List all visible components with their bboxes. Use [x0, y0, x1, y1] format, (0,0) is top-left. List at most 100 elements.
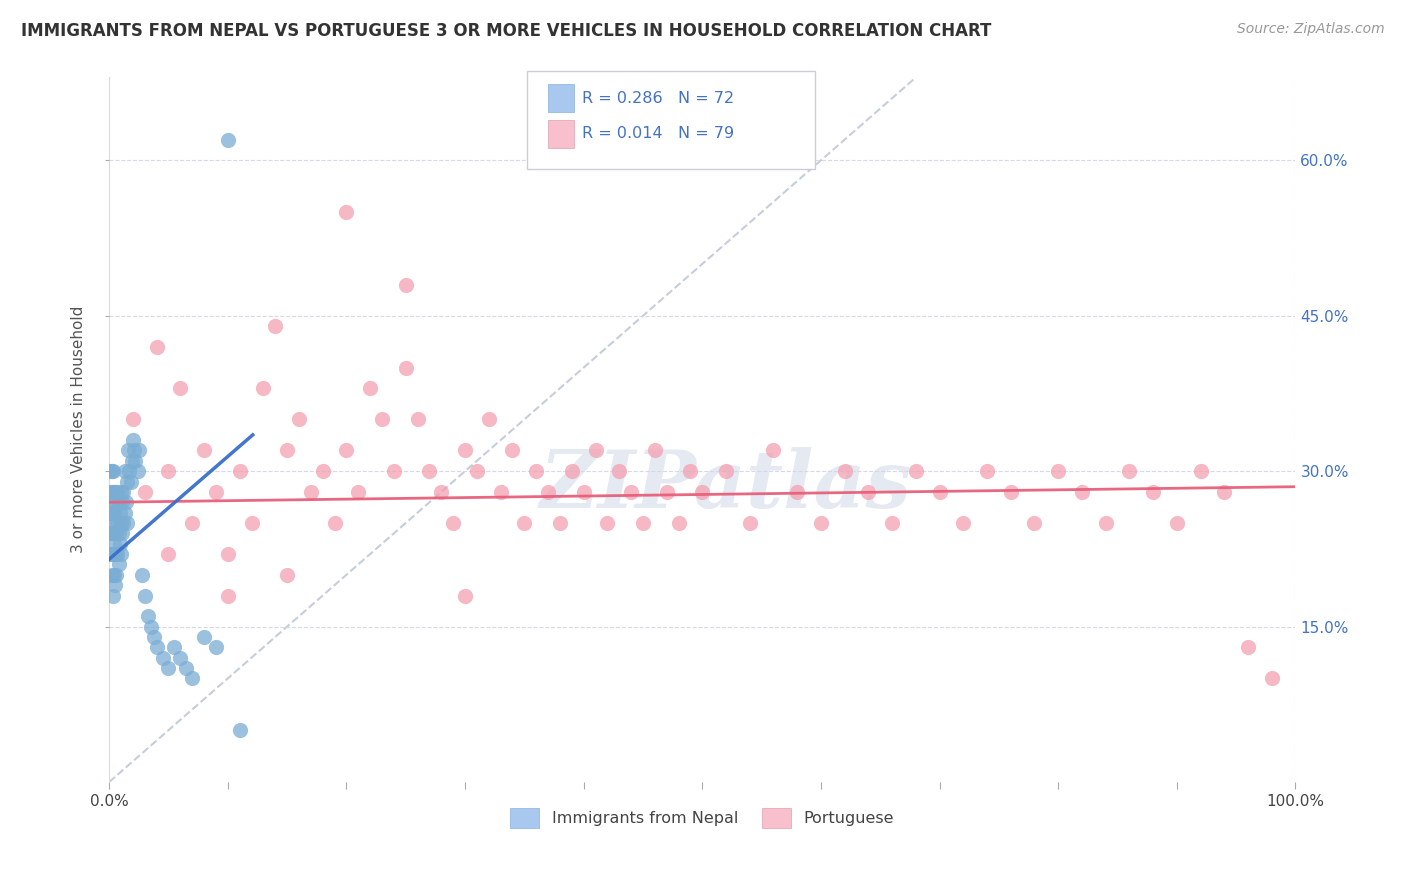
Point — [205, 640, 228, 655]
Point — [738, 516, 761, 530]
Point — [692, 484, 714, 499]
Point — [1213, 484, 1236, 499]
Point — [371, 412, 394, 426]
Point — [1166, 516, 1188, 530]
Point — [145, 640, 167, 655]
Point — [104, 484, 127, 499]
Text: R = 0.286   N = 72: R = 0.286 N = 72 — [582, 91, 734, 105]
Point — [110, 516, 132, 530]
Point — [631, 516, 654, 530]
Point — [714, 464, 737, 478]
Point — [454, 443, 477, 458]
Point — [110, 547, 132, 561]
Point — [100, 526, 122, 541]
Point — [952, 516, 974, 530]
Point — [152, 650, 174, 665]
Point — [108, 506, 131, 520]
Point — [134, 484, 156, 499]
Point — [104, 578, 127, 592]
Point — [1189, 464, 1212, 478]
Point — [100, 464, 122, 478]
Point — [359, 381, 381, 395]
Point — [134, 589, 156, 603]
Point — [548, 516, 571, 530]
Point — [1071, 484, 1094, 499]
Text: ZIPatlas: ZIPatlas — [540, 447, 912, 524]
Point — [976, 464, 998, 478]
Point — [537, 484, 560, 499]
Point — [1047, 464, 1070, 478]
Point — [441, 516, 464, 530]
Point — [395, 277, 418, 292]
Point — [121, 454, 143, 468]
Point — [596, 516, 619, 530]
Point — [858, 484, 880, 499]
Point — [454, 589, 477, 603]
Point — [169, 650, 191, 665]
Point — [105, 567, 128, 582]
Point — [1118, 464, 1140, 478]
Y-axis label: 3 or more Vehicles in Household: 3 or more Vehicles in Household — [72, 306, 86, 553]
Point — [98, 547, 121, 561]
Point — [1261, 672, 1284, 686]
Point — [181, 516, 204, 530]
Point — [157, 547, 180, 561]
Point — [114, 506, 136, 520]
Point — [181, 672, 204, 686]
Point — [112, 484, 135, 499]
Point — [620, 484, 643, 499]
Point — [335, 205, 357, 219]
Point — [513, 516, 536, 530]
Point — [786, 484, 808, 499]
Point — [1237, 640, 1260, 655]
Point — [114, 464, 136, 478]
Point — [217, 547, 239, 561]
Point — [98, 484, 121, 499]
Point — [107, 495, 129, 509]
Text: R = 0.014   N = 79: R = 0.014 N = 79 — [582, 127, 734, 141]
Point — [114, 495, 136, 509]
Point — [1142, 484, 1164, 499]
Point — [395, 360, 418, 375]
Point — [430, 484, 453, 499]
Point — [101, 589, 124, 603]
Point — [104, 516, 127, 530]
Point — [276, 567, 298, 582]
Point — [228, 723, 250, 738]
Point — [163, 640, 186, 655]
Point — [502, 443, 524, 458]
Point — [98, 506, 121, 520]
Point — [928, 484, 950, 499]
Point — [98, 464, 121, 478]
Point — [112, 516, 135, 530]
Point — [108, 537, 131, 551]
Point — [101, 526, 124, 541]
Point — [120, 475, 142, 489]
Point — [107, 516, 129, 530]
Point — [115, 516, 138, 530]
Point — [139, 619, 162, 633]
Point — [406, 412, 429, 426]
Point — [904, 464, 927, 478]
Point — [101, 547, 124, 561]
Point — [157, 661, 180, 675]
Point — [679, 464, 702, 478]
Point — [572, 484, 595, 499]
Point — [110, 484, 132, 499]
Point — [524, 464, 547, 478]
Point — [157, 464, 180, 478]
Point — [103, 537, 125, 551]
Point — [288, 412, 311, 426]
Point — [122, 443, 145, 458]
Point — [607, 464, 630, 478]
Point — [128, 443, 150, 458]
Point — [117, 443, 139, 458]
Point — [347, 484, 370, 499]
Point — [107, 558, 129, 572]
Point — [193, 630, 215, 644]
Point — [169, 381, 191, 395]
Point — [382, 464, 405, 478]
Point — [127, 464, 149, 478]
Point — [100, 547, 122, 561]
Point — [145, 340, 167, 354]
